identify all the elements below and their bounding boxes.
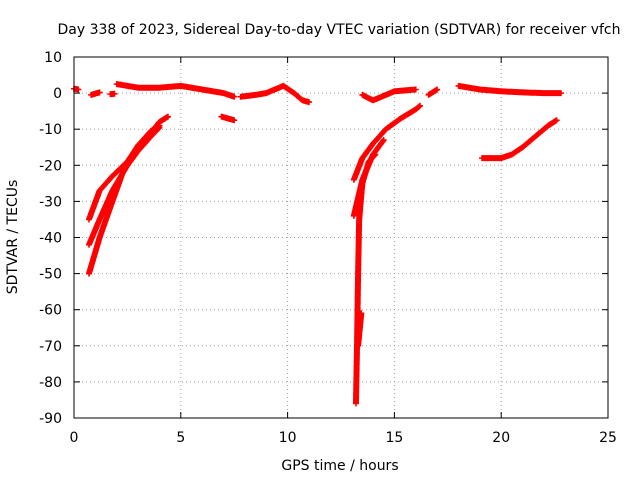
x-axis-label: GPS time / hours	[281, 458, 398, 474]
x-tick-label: 10	[279, 430, 297, 446]
data-arc	[107, 90, 118, 98]
data-arc	[425, 86, 441, 98]
data-point-markers	[113, 81, 238, 100]
data-arc	[478, 117, 560, 162]
grid-layer	[74, 57, 608, 418]
data-arc	[237, 82, 312, 106]
data-marks	[71, 81, 564, 407]
data-point-markers	[355, 310, 365, 349]
data-point-markers	[425, 86, 441, 98]
y-tick-label: -50	[39, 267, 62, 283]
chart-title: Day 338 of 2023, Sidereal Day-to-day VTE…	[57, 22, 620, 38]
y-tick-label: -20	[39, 158, 62, 174]
data-point-markers	[85, 124, 163, 248]
x-tick-label: 15	[385, 430, 403, 446]
data-arc	[355, 310, 365, 349]
data-arc	[88, 89, 103, 98]
data-arc	[359, 86, 419, 104]
y-tick-label: 10	[44, 50, 62, 66]
data-point-markers	[218, 113, 238, 124]
data-point-markers	[107, 90, 118, 98]
data-arc	[85, 122, 163, 277]
y-axis-label: SDTVAR / TECUs	[5, 180, 21, 295]
x-tick-label: 25	[599, 430, 617, 446]
y-tick-label: -30	[39, 194, 62, 210]
y-tick-label: -40	[39, 231, 62, 247]
y-tick-label: -60	[39, 303, 62, 319]
data-arc	[352, 151, 379, 407]
data-point-markers	[85, 122, 163, 277]
y-tick-labels: 10 0 -10 -20 -30 -40 -50 -60 -70 -80 -90	[39, 50, 62, 427]
y-tick-label: -10	[39, 122, 62, 138]
data-arc	[85, 124, 163, 248]
data-point-markers	[88, 89, 103, 98]
y-tick-label: -80	[39, 375, 62, 391]
x-tick-label: 0	[70, 430, 79, 446]
y-tick-label: -70	[39, 339, 62, 355]
data-point-markers	[71, 85, 82, 93]
x-tick-label: 20	[492, 430, 510, 446]
data-point-markers	[455, 82, 564, 97]
data-point-markers	[350, 102, 423, 183]
data-arc	[455, 82, 564, 97]
data-arc	[218, 113, 238, 124]
data-arc	[71, 85, 82, 93]
data-point-markers	[478, 117, 560, 162]
data-arc	[350, 102, 423, 183]
x-tick-labels: 0 5 10 15 20 25	[70, 430, 617, 446]
data-point-markers	[352, 151, 379, 407]
data-arc	[113, 81, 238, 100]
y-tick-label: -90	[39, 411, 62, 427]
data-point-markers	[237, 82, 312, 106]
axis-ticks	[73, 56, 609, 419]
data-point-markers	[359, 86, 419, 104]
y-tick-label: 0	[53, 86, 62, 102]
x-tick-label: 5	[176, 430, 185, 446]
